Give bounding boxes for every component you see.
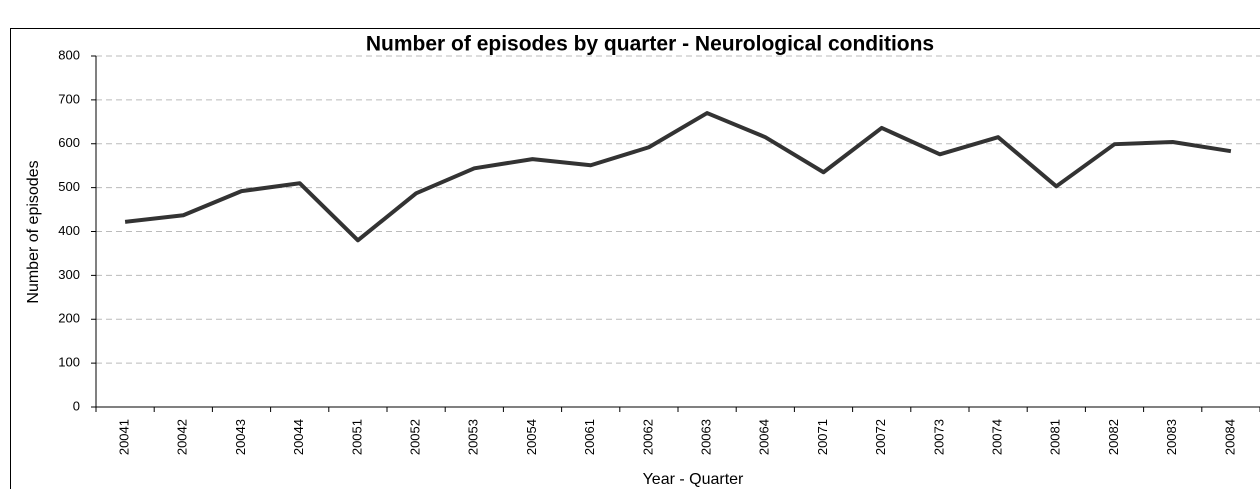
x-tick-label: 20073 — [931, 419, 946, 455]
x-tick-label: 20053 — [466, 419, 481, 455]
x-tick-label: 20071 — [815, 419, 830, 455]
y-tick-label: 200 — [58, 311, 80, 326]
x-tick-label: 20074 — [990, 419, 1005, 455]
x-tick-label: 20062 — [640, 419, 655, 455]
x-tick-label: 20042 — [175, 419, 190, 455]
x-tick-label: 20052 — [408, 419, 423, 455]
x-tick-label: 20064 — [757, 419, 772, 455]
y-tick-label: 700 — [58, 91, 80, 106]
x-tick-label: 20044 — [291, 419, 306, 455]
chart-title: Number of episodes by quarter - Neurolog… — [366, 33, 934, 56]
x-tick-label: 20072 — [873, 419, 888, 455]
y-axis-label: Number of episodes — [25, 160, 42, 303]
x-tick-label: 20063 — [699, 419, 714, 455]
y-tick-label: 400 — [58, 223, 80, 238]
y-tick-label: 600 — [58, 135, 80, 150]
x-tick-label: 20054 — [524, 419, 539, 455]
y-tick-label: 0 — [73, 398, 80, 413]
x-tick-label: 20043 — [233, 419, 248, 455]
y-tick-label: 300 — [58, 267, 80, 282]
x-tick-label: 20084 — [1222, 419, 1237, 455]
x-tick-label: 20061 — [582, 419, 597, 455]
chart-frame — [10, 28, 1260, 489]
x-tick-label: 20041 — [117, 419, 132, 455]
y-tick-label: 800 — [58, 47, 80, 62]
x-tick-label: 20083 — [1164, 419, 1179, 455]
x-axis-label: Year - Quarter — [643, 471, 744, 488]
x-tick-label: 20081 — [1048, 419, 1063, 455]
x-tick-label: 20051 — [349, 419, 364, 455]
data-line — [124, 111, 1232, 243]
y-tick-label: 500 — [58, 179, 80, 194]
x-tick-label: 20082 — [1106, 419, 1121, 455]
y-tick-label: 100 — [58, 355, 80, 370]
